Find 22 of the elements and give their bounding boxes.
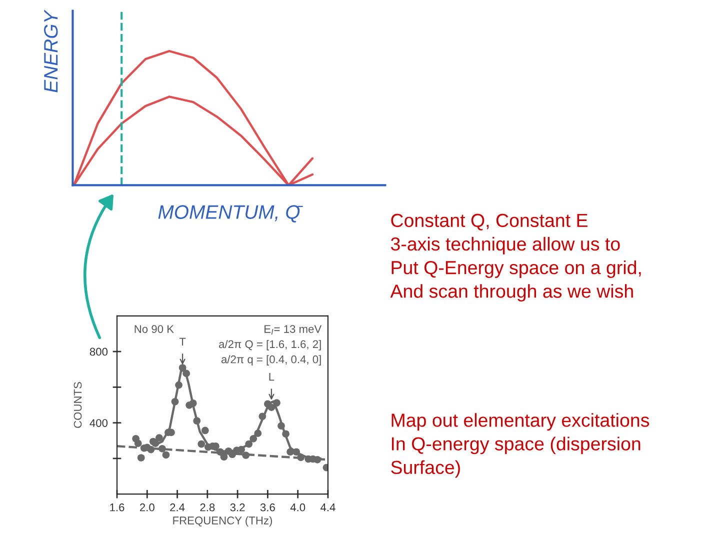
annotation: T xyxy=(179,338,186,346)
x-tick-label: 3.2 xyxy=(230,503,245,512)
x-tick-label: 3.6 xyxy=(260,503,275,512)
text: Constant Q, Constant E 3-axis technique allow us to Put Q-Energy space on a grid, And scan through as we wish xyxy=(390,214,641,302)
text: Map out elementary excitations In Q-energy space (dispersion Surface) xyxy=(391,413,650,478)
x-axis-title: FREQUENCY (THz) xyxy=(173,516,272,527)
annotation: a/2π q = [0.4, 0.4, 0] xyxy=(221,355,321,366)
annotation: No 90 K xyxy=(134,325,174,333)
x-tick-label: 4.0 xyxy=(290,503,306,512)
x-axis-title: MOMENTUM, Q̄ xyxy=(158,205,303,222)
x-tick-label: 4.4 xyxy=(320,504,336,512)
y-axis-title: COUNTS xyxy=(74,382,82,428)
y-tick-label: 800 xyxy=(90,348,108,356)
annotation: L xyxy=(269,372,274,381)
y-tick-label: 400 xyxy=(90,419,108,427)
x-tick-label: 2.8 xyxy=(200,503,215,512)
y-axis-title: ENERGY xyxy=(44,10,58,92)
x-tick-label: 2.0 xyxy=(140,503,154,512)
x-tick-label: 1.6 xyxy=(110,503,124,512)
annotation: a/2π Q = [1.6, 1.6, 2] xyxy=(219,340,321,350)
x-tick-label: 2.4 xyxy=(170,503,185,512)
annotation: E$_{I}$= 13 meV xyxy=(264,325,322,335)
